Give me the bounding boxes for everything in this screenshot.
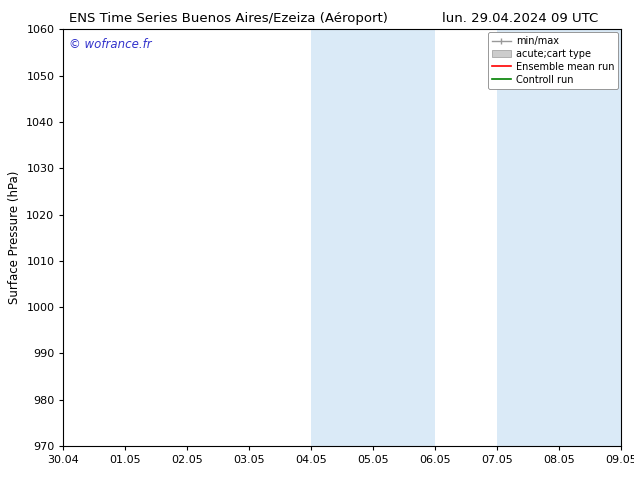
Bar	[311, 29, 373, 446]
Bar	[497, 29, 559, 446]
Text: ENS Time Series Buenos Aires/Ezeiza (Aéroport): ENS Time Series Buenos Aires/Ezeiza (Aér…	[69, 12, 387, 25]
Text: © wofrance.fr: © wofrance.fr	[69, 38, 152, 51]
Text: lun. 29.04.2024 09 UTC: lun. 29.04.2024 09 UTC	[442, 12, 598, 25]
Bar	[559, 29, 621, 446]
Y-axis label: Surface Pressure (hPa): Surface Pressure (hPa)	[8, 171, 21, 304]
Legend: min/max, acute;cart type, Ensemble mean run, Controll run: min/max, acute;cart type, Ensemble mean …	[488, 32, 618, 89]
Bar	[373, 29, 436, 446]
